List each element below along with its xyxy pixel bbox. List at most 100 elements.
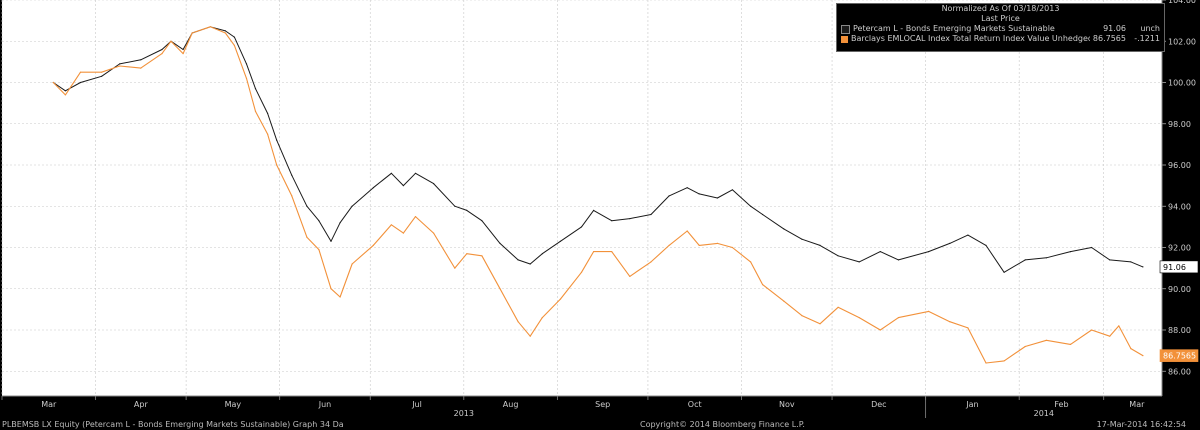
data-point xyxy=(291,174,293,176)
x-month-label: Aug xyxy=(503,400,519,409)
data-point xyxy=(837,255,839,257)
data-point xyxy=(101,71,103,73)
data-point xyxy=(318,249,320,251)
data-point xyxy=(390,224,392,226)
x-year-label: 2014 xyxy=(1034,409,1054,418)
data-point xyxy=(402,232,404,234)
data-point xyxy=(517,259,519,261)
data-point xyxy=(119,63,121,65)
data-point xyxy=(1069,251,1072,253)
data-point xyxy=(541,253,543,255)
data-point xyxy=(499,288,501,290)
data-point xyxy=(254,88,257,90)
data-point xyxy=(559,298,562,300)
y-tick-label: 88.00 xyxy=(1168,326,1191,335)
footer-timestamp: 17-Mar-2014 16:42:54 xyxy=(1096,420,1186,429)
data-point xyxy=(731,246,734,249)
plot-area xyxy=(2,0,1162,396)
data-point xyxy=(481,255,483,257)
data-point xyxy=(750,261,752,263)
data-point xyxy=(1069,343,1072,345)
data-point xyxy=(1142,266,1144,268)
data-point xyxy=(559,240,562,242)
y-tick-label: 104.00 xyxy=(1168,0,1196,5)
footer-bar: PLBEMSB LX Equity (Petercam L - Bonds Em… xyxy=(0,419,1200,430)
data-point xyxy=(182,53,184,55)
data-point xyxy=(783,228,785,230)
data-point xyxy=(233,44,235,47)
x-month-label: Mar xyxy=(1129,400,1145,409)
legend-header-last-price: Last Price xyxy=(981,14,1020,23)
data-point xyxy=(1045,339,1047,341)
x-month-label: Nov xyxy=(779,400,795,409)
data-point xyxy=(330,288,332,290)
legend-last-petercam: 91.06 xyxy=(1103,24,1126,33)
legend-header-normalized: Normalized As Of 03/18/2013 xyxy=(941,4,1060,13)
data-point xyxy=(466,253,468,255)
data-point xyxy=(801,238,803,240)
y-tick-label: 98.00 xyxy=(1168,120,1191,129)
data-point xyxy=(499,242,501,244)
data-point xyxy=(390,172,392,174)
x-month-label: Mar xyxy=(41,400,57,409)
data-point xyxy=(454,267,456,269)
data-point xyxy=(276,139,278,141)
data-point xyxy=(318,220,320,222)
data-point xyxy=(897,317,900,319)
data-point xyxy=(879,251,881,253)
data-point xyxy=(276,164,278,166)
footer-ticker: PLBEMSB LX Equity (Petercam L - Bonds Em… xyxy=(2,420,344,429)
x-axis: Mar Apr May Jun Jul Aug Sep Oct Nov Dec Jan Feb Mar 2… xyxy=(1,395,1162,418)
data-point xyxy=(1024,345,1026,348)
data-point xyxy=(762,284,764,286)
x-month-label: Jan xyxy=(965,400,978,409)
data-point xyxy=(1003,360,1005,362)
data-point xyxy=(611,251,613,253)
data-point xyxy=(79,71,82,73)
data-point xyxy=(330,240,332,242)
data-point xyxy=(967,234,969,236)
data-point xyxy=(668,195,670,197)
data-point xyxy=(267,112,269,114)
data-point xyxy=(1045,257,1047,259)
series-line-barclays xyxy=(52,26,1144,364)
data-point xyxy=(650,261,652,263)
data-point xyxy=(517,321,519,323)
data-point xyxy=(686,230,688,232)
data-point xyxy=(245,63,248,65)
legend: Normalized As Of 03/18/2013 Last Price P… xyxy=(836,3,1165,52)
end-value-label: 91.06 xyxy=(1163,263,1186,272)
x-month-label: Jul xyxy=(411,400,422,409)
data-point xyxy=(529,335,531,337)
end-value-label: 86.7565 xyxy=(1163,352,1196,361)
data-point xyxy=(783,300,785,302)
data-point xyxy=(879,329,881,331)
data-point xyxy=(372,244,374,246)
data-point xyxy=(372,187,374,189)
data-point xyxy=(1109,335,1111,337)
legend-label-petercam: Petercam L - Bonds Emerging Markets Sust… xyxy=(853,24,1055,33)
data-point xyxy=(1130,261,1132,263)
data-point xyxy=(668,244,670,246)
data-point xyxy=(351,263,353,265)
legend-last-barclays: 86.7565 xyxy=(1092,34,1126,43)
y-tick-label: 90.00 xyxy=(1168,285,1191,294)
x-month-label: Feb xyxy=(1054,400,1068,409)
legend-change-petercam: unch xyxy=(1140,24,1160,33)
data-point xyxy=(182,48,184,51)
legend-swatch-barclays xyxy=(841,35,848,43)
data-point xyxy=(433,183,435,185)
data-point xyxy=(209,26,211,28)
end-value-box xyxy=(1159,260,1199,274)
footer-copyright: Copyright© 2014 Bloomberg Finance L.P. xyxy=(640,420,805,429)
y-tick-label: 96.00 xyxy=(1168,161,1191,170)
data-point xyxy=(716,242,719,244)
data-point xyxy=(928,251,930,253)
data-point xyxy=(101,75,103,77)
data-point xyxy=(819,244,821,246)
data-point xyxy=(64,90,66,92)
series-layer xyxy=(52,26,1144,364)
y-tick-label: 102.00 xyxy=(1168,37,1196,46)
data-point xyxy=(191,32,193,34)
data-point xyxy=(454,205,456,207)
